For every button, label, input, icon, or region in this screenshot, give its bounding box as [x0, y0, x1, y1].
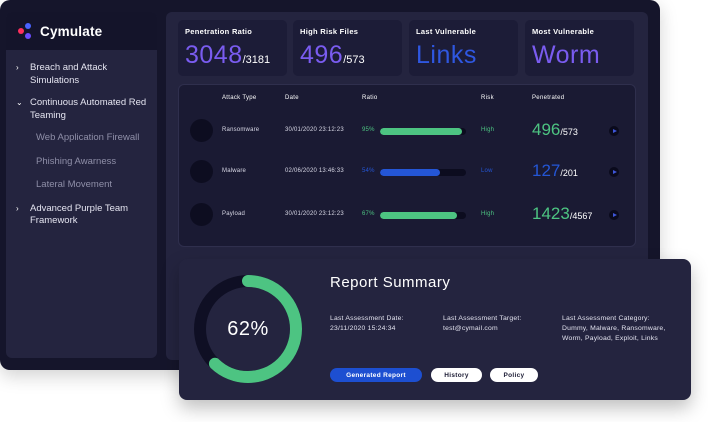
penetrated-total: /4567: [569, 211, 593, 221]
attack-avatar-icon: [190, 119, 213, 142]
sidebar-item-label: Breach and Attack Simulations: [30, 62, 108, 86]
policy-button[interactable]: Policy: [490, 368, 538, 382]
percent-label: 62%: [227, 317, 269, 340]
donut-progress-arc: [194, 275, 302, 383]
last-assessment-target: Last Assessment Target: test@cymail.com: [443, 314, 522, 334]
table-row[interactable]: Ransomware 30/01/2020 23:12:23 95% High …: [179, 116, 635, 146]
generated-report-button[interactable]: Generated Report: [330, 368, 422, 382]
stat-label: Penetration Ratio: [185, 27, 253, 36]
penetrated-value: 496: [532, 120, 561, 139]
play-icon[interactable]: [609, 126, 619, 136]
attack-avatar-icon: [190, 203, 213, 226]
cell-penetrated: 496/573: [532, 120, 578, 140]
sidebar-item-purple-team[interactable]: › Advanced Purple Team Framework: [6, 203, 157, 228]
column-header-risk: Risk: [481, 95, 494, 101]
attack-table: Attack Type Date Ratio Risk Penetrated R…: [178, 84, 636, 247]
cell-risk: High: [481, 127, 495, 133]
stat-value: Links: [416, 41, 477, 69]
cell-ratio-label: 54%: [362, 168, 375, 174]
column-header-date: Date: [285, 95, 299, 101]
info-value: 23/11/2020 15:24:34: [330, 325, 396, 332]
chevron-right-icon: ›: [16, 203, 19, 213]
cell-ratio-label: 95%: [362, 127, 375, 133]
sidebar-subitem-waf[interactable]: Web Application Firewall: [36, 132, 140, 143]
sidebar-item-breach-and-attack[interactable]: › Breach and Attack Simulations: [6, 62, 157, 87]
cell-attack-type: Payload: [222, 211, 246, 217]
attack-avatar-icon: [190, 160, 213, 183]
ratio-bar: [380, 212, 466, 219]
sidebar-nav: › Breach and Attack Simulations ⌄ Contin…: [6, 50, 157, 228]
stat-card-high-risk-files: High Risk Files 496/573: [293, 20, 402, 76]
table-header: Attack Type Date Ratio Risk Penetrated: [179, 95, 635, 105]
info-label: Last Assessment Category:: [562, 315, 650, 322]
stat-card-most-vulnerable: Most Vulnerable Worm: [525, 20, 634, 76]
stat-total: /573: [343, 54, 365, 66]
sidebar-subitem-phishing[interactable]: Phishing Awarness: [36, 155, 117, 167]
stat-card-penetration-ratio: Penetration Ratio 3048/3181: [178, 20, 287, 76]
penetrated-total: /201: [560, 168, 578, 178]
stat-label: Most Vulnerable: [532, 27, 595, 36]
info-label: Last Assessment Date:: [330, 315, 404, 322]
play-icon[interactable]: [609, 210, 619, 220]
last-assessment-date: Last Assessment Date: 23/11/2020 15:24:3…: [330, 314, 404, 334]
info-value: test@cymail.com: [443, 325, 498, 332]
cell-date: 30/01/2020 23:12:23: [285, 211, 344, 217]
table-row[interactable]: Payload 30/01/2020 23:12:23 67% High 142…: [179, 200, 635, 230]
progress-donut: [194, 275, 302, 383]
cell-attack-type: Ransomware: [222, 127, 260, 133]
info-label: Last Assessment Target:: [443, 315, 522, 322]
history-button[interactable]: History: [431, 368, 482, 382]
report-title: Report Summary: [330, 274, 451, 291]
brand-name: Cymulate: [40, 23, 103, 39]
sidebar-item-continuous-red-teaming[interactable]: ⌄ Continuous Automated Red Teaming: [6, 97, 157, 122]
sidebar: Cymulate › Breach and Attack Simulations…: [6, 12, 157, 358]
stat-total: /3181: [242, 54, 271, 66]
play-icon[interactable]: [609, 167, 619, 177]
table-row[interactable]: Malware 02/06/2020 13:46:33 54% Low 127/…: [179, 157, 635, 187]
penetrated-value: 1423: [532, 204, 570, 223]
sidebar-subitem-lateral-movement[interactable]: Lateral Movement: [36, 179, 113, 190]
sidebar-item-label: Advanced Purple Team Framework: [30, 202, 129, 227]
cell-date: 30/01/2020 23:12:23: [285, 127, 344, 133]
stat-label: Last Vulnerable: [416, 27, 477, 36]
cymulate-logo-icon: [18, 22, 34, 40]
cell-penetrated: 1423/4567: [532, 204, 592, 224]
last-assessment-category: Last Assessment Category: Dummy, Malware…: [562, 314, 665, 344]
ratio-bar-fill: [380, 212, 458, 219]
column-header-ratio: Ratio: [362, 95, 378, 101]
ratio-bar-fill: [380, 169, 441, 176]
stat-label: High Risk Files: [300, 27, 359, 36]
stat-value: 3048: [185, 41, 243, 69]
cell-risk: High: [481, 211, 495, 217]
ratio-bar: [380, 128, 466, 135]
ratio-bar-fill: [380, 128, 462, 135]
column-header-penetrated: Penetrated: [532, 95, 565, 101]
stat-value: 496: [300, 41, 344, 69]
penetrated-value: 127: [532, 161, 561, 180]
column-header-attack-type: Attack Type: [222, 95, 257, 101]
info-value-line: Worm, Payload, Exploit, Links: [562, 335, 658, 342]
report-summary-card: 62% Report Summary Last Assessment Date:…: [179, 259, 691, 400]
cell-attack-type: Malware: [222, 168, 247, 174]
sidebar-item-label: Continuous Automated Red Teaming: [30, 97, 147, 121]
chevron-down-icon: ⌄: [16, 98, 23, 107]
info-value-line: Dummy, Malware, Ransomware,: [562, 325, 666, 332]
brand-header: Cymulate: [6, 12, 157, 50]
cell-risk: Low: [481, 168, 493, 174]
cell-date: 02/06/2020 13:46:33: [285, 168, 344, 174]
chevron-right-icon: ›: [16, 63, 19, 72]
penetrated-total: /573: [560, 127, 578, 137]
stat-card-last-vulnerable: Last Vulnerable Links: [409, 20, 518, 76]
stat-value: Worm: [532, 41, 601, 69]
cell-ratio-label: 67%: [362, 211, 375, 217]
cell-penetrated: 127/201: [532, 161, 578, 181]
ratio-bar: [380, 169, 466, 176]
